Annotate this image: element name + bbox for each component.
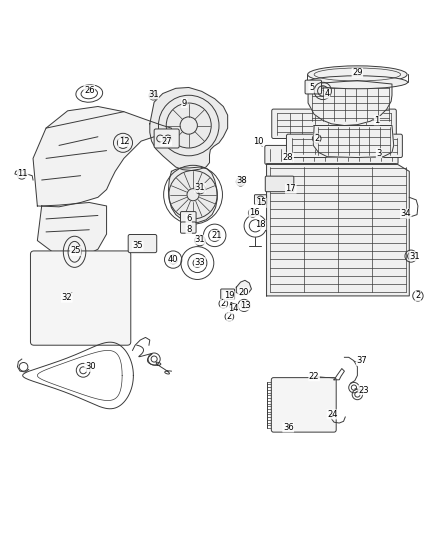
Text: 33: 33	[194, 257, 205, 266]
Polygon shape	[236, 280, 251, 295]
FancyBboxPatch shape	[271, 378, 336, 432]
FancyBboxPatch shape	[128, 235, 157, 253]
Text: 1: 1	[374, 116, 379, 125]
FancyBboxPatch shape	[286, 134, 403, 158]
FancyBboxPatch shape	[221, 289, 235, 300]
Text: 8: 8	[186, 225, 191, 234]
Text: 20: 20	[238, 288, 248, 297]
Text: 32: 32	[61, 293, 72, 302]
Text: 36: 36	[283, 423, 293, 432]
Text: 35: 35	[132, 241, 143, 250]
Text: 6: 6	[186, 214, 191, 223]
Text: 2: 2	[227, 312, 232, 321]
FancyBboxPatch shape	[254, 195, 267, 204]
Ellipse shape	[307, 76, 407, 89]
Text: 3: 3	[376, 149, 381, 158]
Text: 15: 15	[256, 198, 266, 207]
Text: 2: 2	[221, 299, 226, 308]
Text: 21: 21	[211, 231, 222, 240]
Text: 29: 29	[352, 68, 363, 77]
Polygon shape	[313, 126, 394, 158]
Text: 30: 30	[85, 362, 95, 372]
FancyBboxPatch shape	[180, 222, 196, 233]
Text: 23: 23	[358, 386, 369, 394]
Text: 38: 38	[236, 176, 247, 185]
Text: 5: 5	[309, 83, 314, 92]
FancyBboxPatch shape	[265, 146, 398, 165]
FancyBboxPatch shape	[265, 176, 294, 192]
FancyBboxPatch shape	[154, 129, 179, 148]
FancyBboxPatch shape	[31, 251, 131, 345]
Polygon shape	[267, 164, 409, 296]
Text: 14: 14	[229, 304, 239, 313]
Text: 16: 16	[249, 207, 260, 216]
Text: 2: 2	[415, 292, 420, 301]
Polygon shape	[37, 203, 106, 258]
FancyBboxPatch shape	[272, 109, 396, 139]
Polygon shape	[168, 167, 217, 222]
Text: 12: 12	[119, 138, 129, 147]
Text: 31: 31	[148, 90, 159, 99]
Text: 40: 40	[168, 255, 178, 264]
Text: 10: 10	[253, 136, 263, 146]
Text: 17: 17	[286, 184, 296, 193]
Text: 13: 13	[240, 301, 251, 310]
Text: 2: 2	[314, 134, 319, 143]
Polygon shape	[33, 107, 171, 207]
Text: 28: 28	[283, 153, 293, 162]
Polygon shape	[150, 87, 228, 171]
Text: 9: 9	[182, 99, 187, 108]
Text: 18: 18	[255, 221, 266, 230]
Ellipse shape	[307, 66, 407, 83]
Text: 19: 19	[224, 292, 234, 301]
Text: 25: 25	[70, 246, 81, 255]
Text: 4: 4	[325, 89, 330, 98]
Text: 37: 37	[357, 356, 367, 365]
Text: 31: 31	[194, 235, 205, 244]
FancyBboxPatch shape	[180, 212, 196, 223]
FancyBboxPatch shape	[305, 80, 321, 94]
Text: 26: 26	[84, 86, 95, 94]
Polygon shape	[308, 80, 392, 126]
Text: 31: 31	[409, 252, 420, 261]
Text: 27: 27	[161, 136, 172, 146]
Text: 31: 31	[194, 183, 205, 192]
Text: 22: 22	[309, 372, 319, 381]
Text: 11: 11	[18, 168, 28, 177]
Text: 24: 24	[327, 410, 338, 419]
Text: 34: 34	[400, 209, 411, 218]
